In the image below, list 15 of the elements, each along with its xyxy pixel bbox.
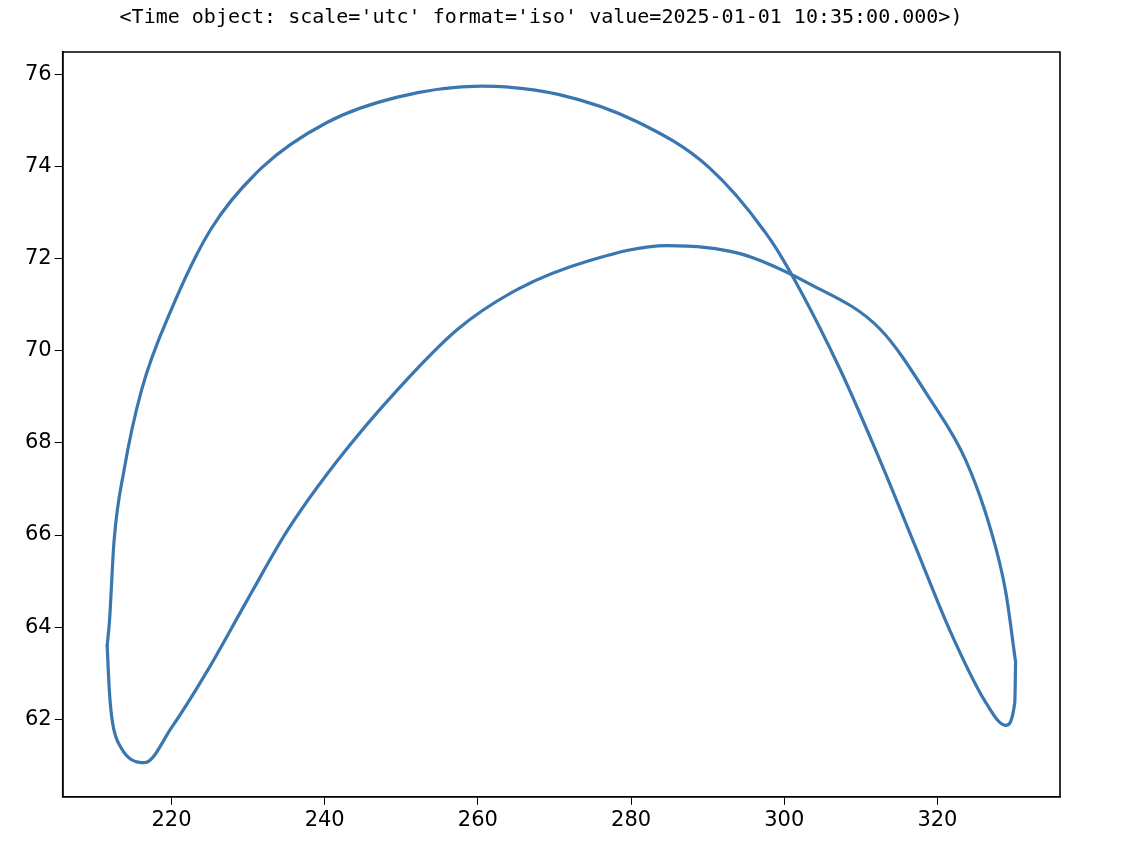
x-tick-label: 260 [457,806,498,831]
x-tick-label: 280 [611,806,652,831]
y-tick-label: 72 [24,244,52,269]
y-tick-label: 70 [24,337,52,362]
y-tick-label: 76 [24,60,52,85]
y-tick-label: 64 [24,613,52,638]
y-tick-label: 68 [24,429,52,454]
y-tick-label: 66 [24,521,52,546]
x-tick-label: 300 [764,806,805,831]
x-tick-label: 220 [151,806,192,831]
x-tick-label: 320 [917,806,958,831]
y-tick-label: 62 [24,705,52,730]
y-tick-label: 74 [24,152,52,177]
chart-title: <Time object: scale='utc' format='iso' value=2025-01-01 10:35:00.000>) [119,4,963,29]
x-tick-label: 240 [304,806,345,831]
